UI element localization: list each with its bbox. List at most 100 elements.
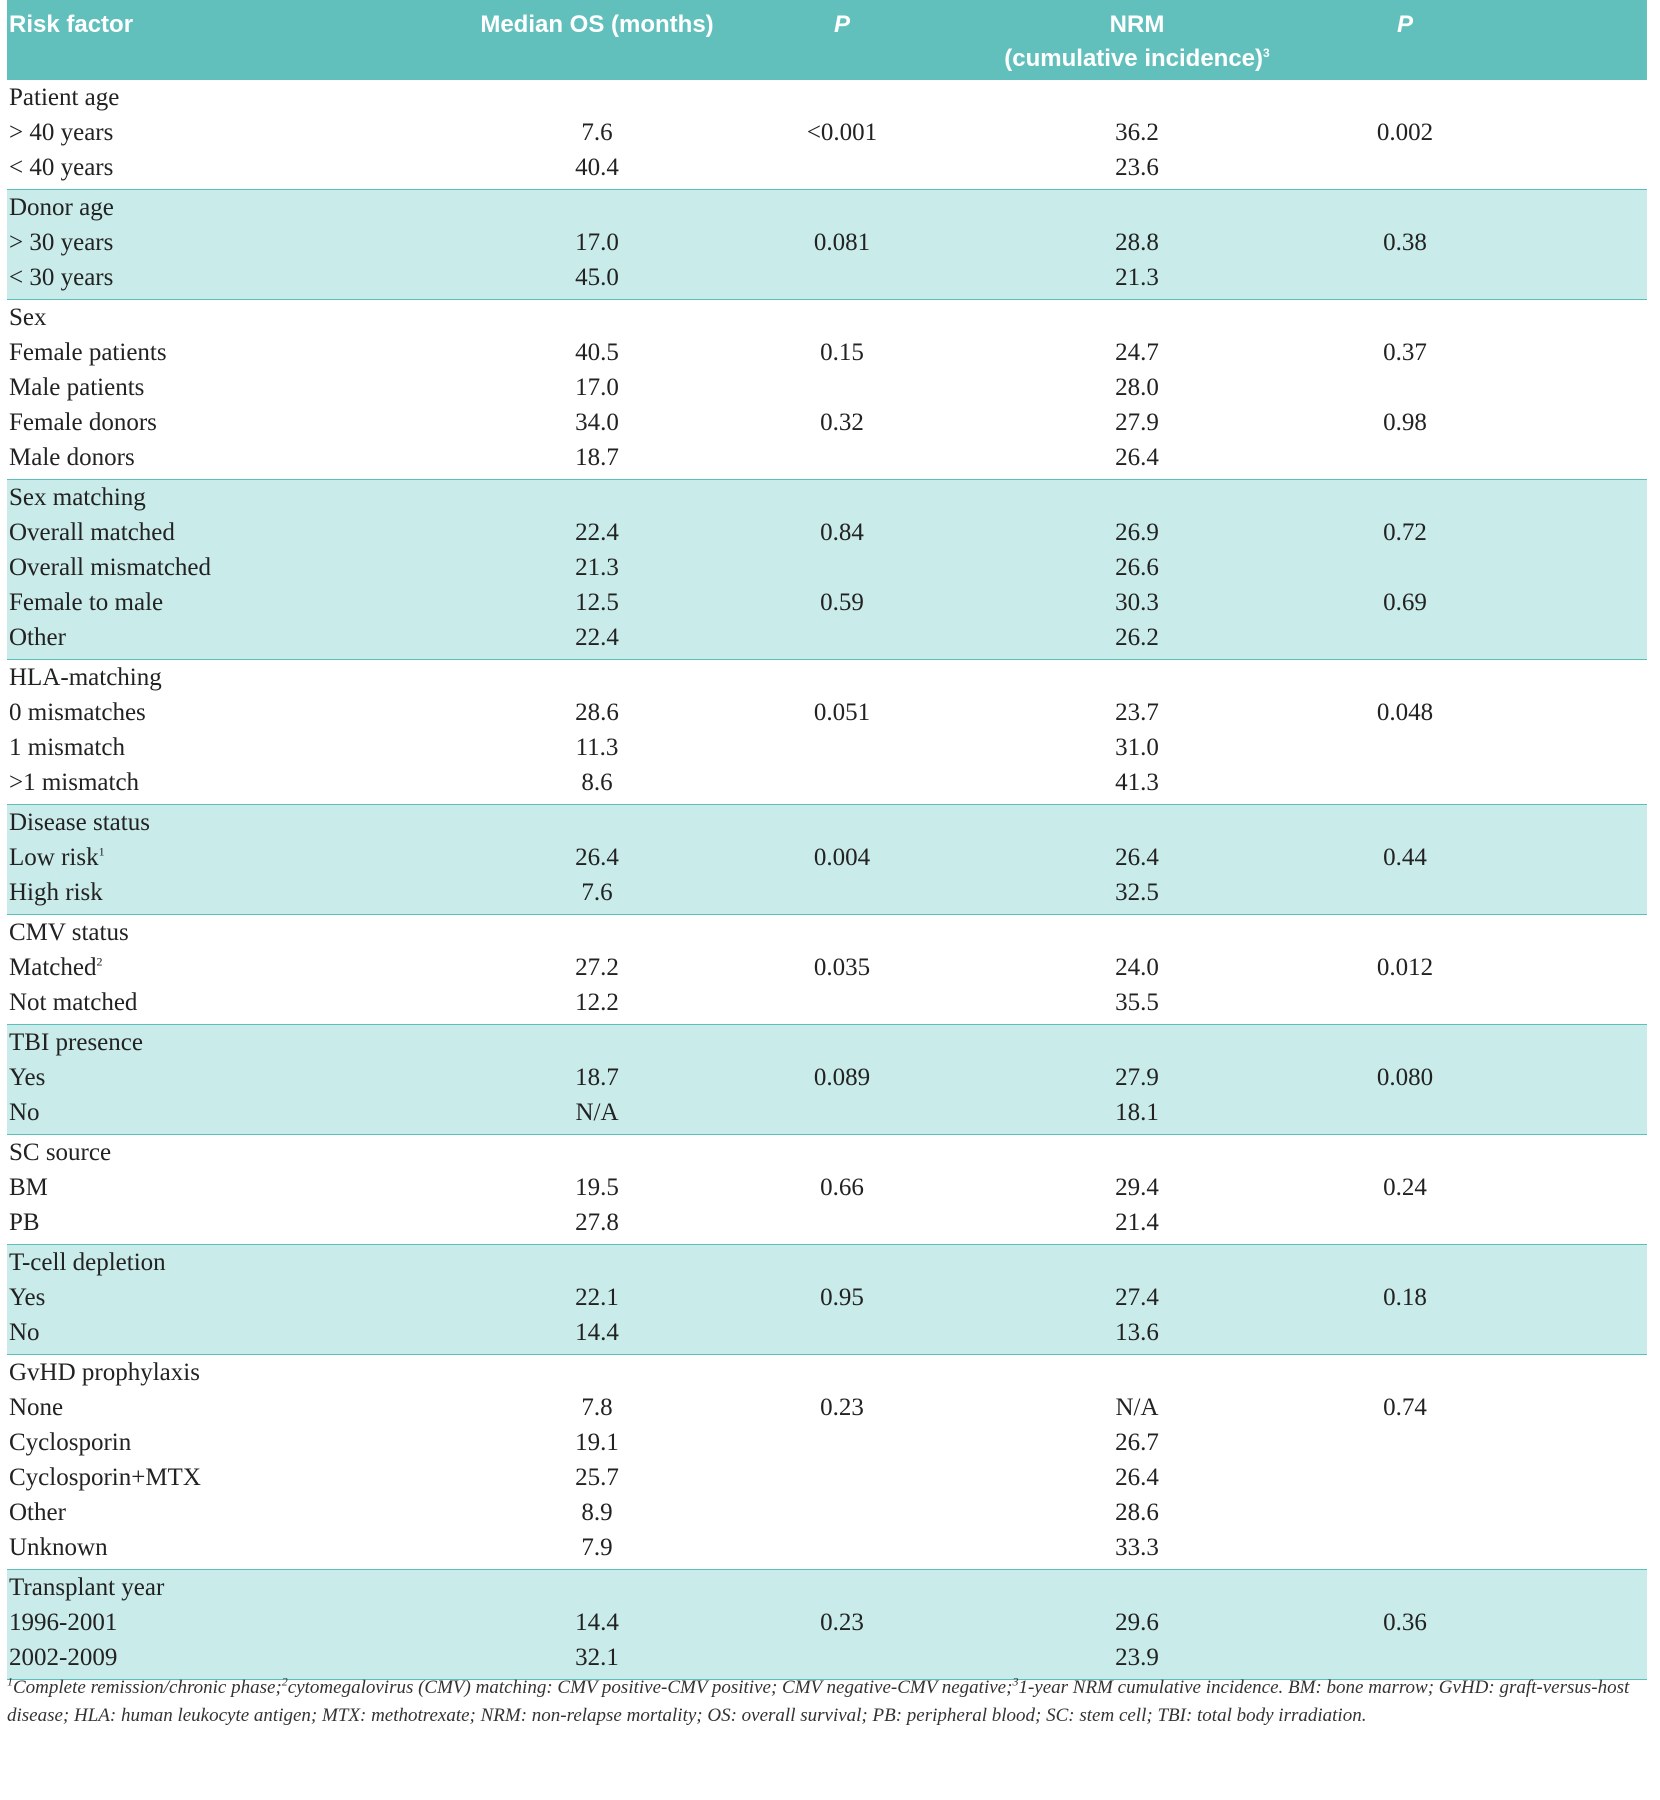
table-row: Low risk1 26.4 0.004 26.4 0.44 [7,840,1647,875]
value-cell: 0.72 [1305,515,1505,550]
value-cell: 22.1 [497,1280,697,1315]
cell-text: 0.44 [1383,844,1427,871]
table-row: High risk 7.6 32.5 [7,875,1647,910]
cell-text: 1996-2001 [9,1609,118,1636]
value-cell: 32.1 [497,1640,697,1675]
cell-text: 0.98 [1383,409,1427,436]
cell-text: 0.59 [820,589,864,616]
table-row: BM 19.5 0.66 29.4 0.24 [7,1170,1647,1205]
value-cell: 18.7 [497,1060,697,1095]
row-label: High risk [9,875,103,910]
value-cell: 0.035 [742,950,942,985]
cell-text: 18.7 [575,1064,619,1091]
cell-text: 27.9 [1115,1064,1159,1091]
cell-text: Female patients [9,339,167,366]
value-cell: 27.8 [497,1205,697,1240]
value-cell: 0.74 [1305,1390,1505,1425]
value-cell: 24.7 [1037,335,1237,370]
group-title: Transplant year [9,1574,165,1601]
value-cell: 26.4 [497,840,697,875]
cell-text: 32.1 [575,1644,619,1671]
table-row: Yes 18.7 0.089 27.9 0.080 [7,1060,1647,1095]
cell-text: 0.37 [1383,339,1427,366]
value-cell: 12.5 [497,585,697,620]
value-cell: 21.3 [1037,260,1237,295]
cell-text: 26.2 [1115,624,1159,651]
cell-text: 41.3 [1115,769,1159,796]
cell-text: 18.1 [1115,1099,1159,1126]
value-cell: 31.0 [1037,730,1237,765]
table-row: Female patients 40.5 0.15 24.7 0.37 [7,335,1647,370]
value-cell: 27.2 [497,950,697,985]
value-cell: 21.4 [1037,1205,1237,1240]
row-label: > 30 years [9,225,113,260]
value-cell: 30.3 [1037,585,1237,620]
value-cell: 8.6 [497,765,697,800]
cell-text: 7.6 [581,879,613,906]
header-text: Median OS (months) [480,11,714,38]
cell-text: 11.3 [575,734,619,761]
table-row: 1996-2001 14.4 0.23 29.6 0.36 [7,1605,1647,1640]
value-cell: 0.95 [742,1280,942,1315]
cell-text: 0.048 [1376,699,1434,726]
row-label: Low risk1 [9,840,105,875]
value-cell: 7.6 [497,115,697,150]
table-row: Male donors 18.7 26.4 [7,440,1647,475]
value-cell: 26.9 [1037,515,1237,550]
cell-text: 26.9 [1115,519,1159,546]
value-cell: 32.5 [1037,875,1237,910]
group-title-row: Donor age [7,190,1647,225]
value-cell: 0.32 [742,405,942,440]
value-cell: 8.9 [497,1495,697,1530]
row-label: > 40 years [9,115,113,150]
table-header: Risk factor Median OS (months) P NRM (cumula… [7,0,1647,80]
row-label: Other [9,620,66,655]
cell-text: 0.23 [820,1609,864,1636]
value-cell: 0.66 [742,1170,942,1205]
cell-text: 27.2 [575,954,619,981]
value-cell: 0.98 [1305,405,1505,440]
row-group: Patient age > 40 years 7.6 <0.001 36.2 0.002 <… [7,80,1647,190]
row-label: Other [9,1495,66,1530]
cell-text: 21.3 [1115,264,1159,291]
row-label: None [9,1390,63,1425]
cell-text: 30.3 [1115,589,1159,616]
header-text: P [1396,11,1413,38]
footnote-mark: 1 [7,1674,13,1689]
cell-text: 29.6 [1115,1609,1159,1636]
row-group: Disease status Low risk1 26.4 0.004 26.4 0.44… [7,805,1647,915]
header-cell: NRM (cumulative incidence)3 [967,8,1307,76]
table-row: Overall mismatched 21.3 26.6 [7,550,1647,585]
cell-text: >1 mismatch [9,769,140,796]
cell-text: 36.2 [1115,119,1159,146]
cell-text: 27.8 [575,1209,619,1236]
value-cell: 40.5 [497,335,697,370]
cell-text: 28.8 [1115,229,1159,256]
row-label: Overall mismatched [9,550,211,585]
row-group: T-cell depletion Yes 22.1 0.95 27.4 0.18 No 14.… [7,1245,1647,1355]
cell-text: 0.051 [813,699,871,726]
row-group: GvHD prophylaxis None 7.8 0.23 N/A 0.74 Cyclos… [7,1355,1647,1570]
cell-text: 29.4 [1115,1174,1159,1201]
cell-text: 17.0 [575,229,619,256]
cell-text: 22.4 [575,519,619,546]
cell-text: 7.6 [581,119,613,146]
value-cell: 0.080 [1305,1060,1505,1095]
value-cell: 0.44 [1305,840,1505,875]
value-cell: 14.4 [497,1605,697,1640]
cell-text: 35.5 [1115,989,1159,1016]
value-cell: 45.0 [497,260,697,295]
row-group: CMV status Matched2 27.2 0.035 24.0 0.012 Not … [7,915,1647,1025]
table-row: Cyclosporin+MTX 25.7 26.4 [7,1460,1647,1495]
row-label: Yes [9,1060,45,1095]
cell-text: 14.4 [575,1319,619,1346]
cell-text: Male donors [9,444,135,471]
cell-text: Yes [9,1064,46,1091]
value-cell: 0.38 [1305,225,1505,260]
cell-text: 40.5 [575,339,619,366]
row-label: No [9,1095,40,1130]
cell-text: Yes [9,1284,46,1311]
row-label: Cyclosporin [9,1425,131,1460]
cell-text: 13.6 [1115,1319,1159,1346]
cell-text: 0.18 [1383,1284,1427,1311]
